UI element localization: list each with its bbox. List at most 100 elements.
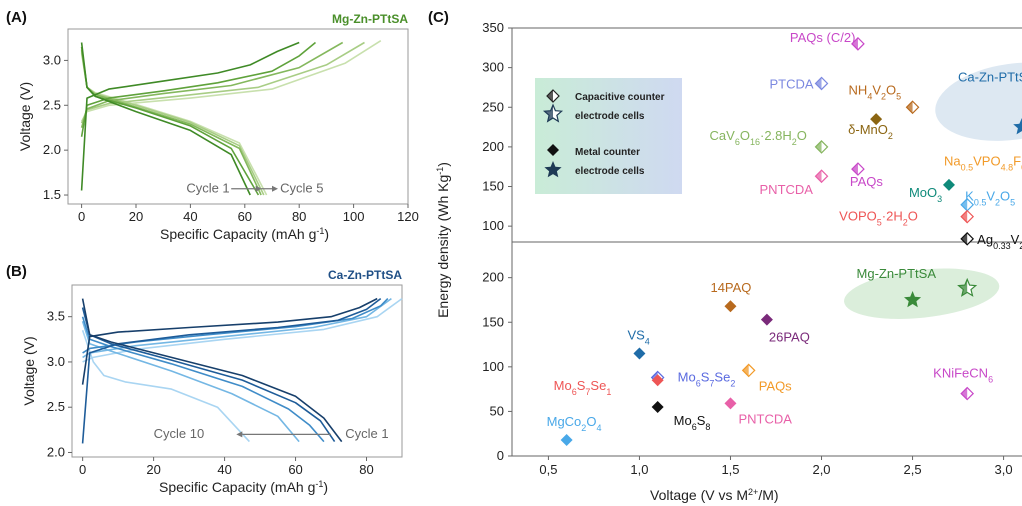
point-ptcda-marker-fill <box>815 77 822 90</box>
panel-c-chart: 100 150 200 250 300 350 0 50 100 150 200 0,5 1,0 1,5 2… <box>435 20 1022 503</box>
panel-b-x-tick-label: 20 <box>146 462 160 477</box>
point-pntcda-marker <box>724 397 737 410</box>
panel-b-x-tick-label: 0 <box>79 462 86 477</box>
point-k0-5v2o5-label-part: K <box>965 189 974 204</box>
panel-b-title: Ca-Zn-PTtSA <box>328 268 402 282</box>
point-k0-5v2o5-label-part: 2 <box>995 198 1000 208</box>
panel-a-x-axis-label: Specific Capacity (mAh g-1) <box>160 226 329 242</box>
point-mo6s7se2-label-part: Mo <box>678 370 696 385</box>
point-nh4v2o5-label-part: V <box>872 82 881 97</box>
point-14paq-label: 14PAQ <box>710 280 751 295</box>
point-vs4-marker <box>633 347 646 360</box>
point-26paq-marker <box>760 313 773 326</box>
point-na0-5vpo4-8f0-7-label-part: 4.8 <box>1001 162 1014 172</box>
panel-b-charge-curve-3 <box>82 298 389 354</box>
panel-a-x-tick-label: 40 <box>183 209 197 224</box>
panel-b-y-axis-label: Voltage (V) <box>21 336 37 405</box>
legend-capacitive-line2: electrode cells <box>575 111 645 122</box>
point-mo6s7se2-label-part: Se <box>714 370 730 385</box>
point--mno2-marker <box>870 113 883 126</box>
point-mo6s8-label-part: S <box>697 413 706 428</box>
panel-b-label: (B) <box>6 263 27 280</box>
point-mo6s7se1-label-part: Se <box>590 378 606 393</box>
point-ag0-33v2o5-label-part: 2 <box>1019 241 1022 251</box>
panel-c-legend: Capacitive counter electrode cells Metal c… <box>535 78 682 194</box>
panel-a-y-tick-label: 3.0 <box>43 52 61 67</box>
legend-half-star-icon-fill <box>544 105 553 122</box>
point-k0-5v2o5-label-part: 0.5 <box>974 198 987 208</box>
point-mo6s7se1-label: Mo6S7Se1 <box>554 378 612 397</box>
point-cav6o16-2-8h2o-label-part: · <box>760 128 764 143</box>
point-ag0-33v2o5-label: Ag0.33V2O5 <box>977 232 1022 251</box>
point-ag0-33v2o5-label-part: 0.33 <box>993 241 1011 251</box>
point-paqs-c-2--label: PAQs (C/2) <box>790 30 856 45</box>
panel-a-label: (A) <box>6 9 27 26</box>
point-cav6o16-2-8h2o-label-part: CaV <box>710 128 736 143</box>
panel-c-x-tick-label: 1,5 <box>721 462 739 477</box>
point-vopo5-2h2o-label-part: · <box>882 209 886 224</box>
lower-y-tick-label: 100 <box>482 359 504 374</box>
panel-a-chart: 0 20 40 60 80 100 120 1.5 2.0 2.5 3.0 Specific Capa… <box>17 12 419 242</box>
panel-b-plot-frame <box>71 284 403 458</box>
panel-a-x-tick-label: 120 <box>397 209 419 224</box>
panel-c-x-tick-label: 1,0 <box>630 462 648 477</box>
panel-a-charge-curve-1 <box>80 41 300 191</box>
panel-c-y-axis-label-tail: ) <box>435 162 451 167</box>
point-mgco2o4-marker <box>560 433 573 446</box>
point-vopo5-2h2o-marker-fill <box>961 210 968 223</box>
point-vs4-label-part: 4 <box>645 336 650 346</box>
upper-y-tick-label: 150 <box>482 179 504 194</box>
point-vopo5-2h2o-label-part: 5 <box>877 218 882 228</box>
point-vopo5-2h2o-label-part: 2 <box>886 209 893 224</box>
point-mo6s7se2-label-part: S <box>701 370 710 385</box>
panel-a-x-tick-label: 0 <box>78 209 85 224</box>
panel-b-discharge-curve-3 <box>81 316 325 443</box>
panel-c-x-tick-label: 2,5 <box>904 462 922 477</box>
panel-c-x-tick-label: 2,0 <box>812 462 830 477</box>
panel-b-x-axis-label-base: Specific Capacity (mAh g <box>159 479 315 495</box>
upper-y-tick-label: 250 <box>482 99 504 114</box>
panel-a-x-axis-label-base: Specific Capacity (mAh g <box>160 226 316 242</box>
panel-a-y-tick-label: 1.5 <box>43 187 61 202</box>
point-moo3-label-part: 3 <box>937 194 942 204</box>
point--mno2-label-part: 2 <box>888 131 893 141</box>
panel-b-discharge-curve-1 <box>81 298 343 443</box>
panel-a-cycle-end-label: Cycle 5 <box>280 180 323 195</box>
lower-y-tick-label: 50 <box>490 403 504 418</box>
point-k0-5v2o5-label-part: O <box>1000 189 1010 204</box>
point-paqs-marker-fill <box>851 163 858 176</box>
ca-highlight-ellipse <box>935 62 1022 141</box>
point-mo6s7se1-label-part: Mo <box>554 378 572 393</box>
point--mno2-label-part: δ-MnO <box>848 122 888 137</box>
point-knifecn6-marker-fill <box>961 387 968 400</box>
panel-c-x-tick-label: 3,0 <box>995 462 1013 477</box>
panel-a-cycle-arrowhead <box>255 185 262 192</box>
upper-y-tick-label: 300 <box>482 60 504 75</box>
upper-y-tick-label: 200 <box>482 139 504 154</box>
point--mno2-label: δ-MnO2 <box>848 122 893 141</box>
panel-b-x-tick-label: 60 <box>288 462 302 477</box>
point-vopo5-2h2o-label-part: 2 <box>903 218 908 228</box>
point-vopo5-2h2o-label-part: VOPO <box>839 209 877 224</box>
panel-a-y-axis-label: Voltage (V) <box>17 82 33 151</box>
panel-c-x-axis-label-sup: 2+ <box>748 487 758 497</box>
panel-b-discharge-curve-4 <box>81 320 300 443</box>
point-nh4v2o5-label-part: O <box>886 82 896 97</box>
point-vs4-label-part: VS <box>627 327 645 342</box>
panel-b-y-tick-label: 3.0 <box>47 354 65 369</box>
point-paqs-label: PAQs <box>759 378 792 393</box>
panel-a-x-tick-label: 80 <box>292 209 306 224</box>
point-na0-5vpo4-8f0-7-label-part: Na <box>944 153 961 168</box>
panel-a-x-tick-label: 60 <box>238 209 252 224</box>
point-pntcda-marker-fill <box>815 170 822 183</box>
legend-capacitive-line1: Capacitive counter <box>575 92 665 103</box>
point-moo3-label-part: MoO <box>909 185 937 200</box>
panel-b-cycle-start-label: Cycle 10 <box>154 426 205 441</box>
panel-b-y-tick-label: 2.5 <box>47 399 65 414</box>
panel-b-y-tick-label: 3.5 <box>47 309 65 324</box>
point-mgco2o4-label-part: 4 <box>596 423 601 433</box>
panel-b-discharge-curve-2 <box>81 307 336 443</box>
panel-c-y-axis-label-base: Energy density (Wh Kg <box>435 175 451 318</box>
point-moo3-marker <box>942 178 955 191</box>
point-ag0-33v2o5-label-part: V <box>1011 232 1020 247</box>
